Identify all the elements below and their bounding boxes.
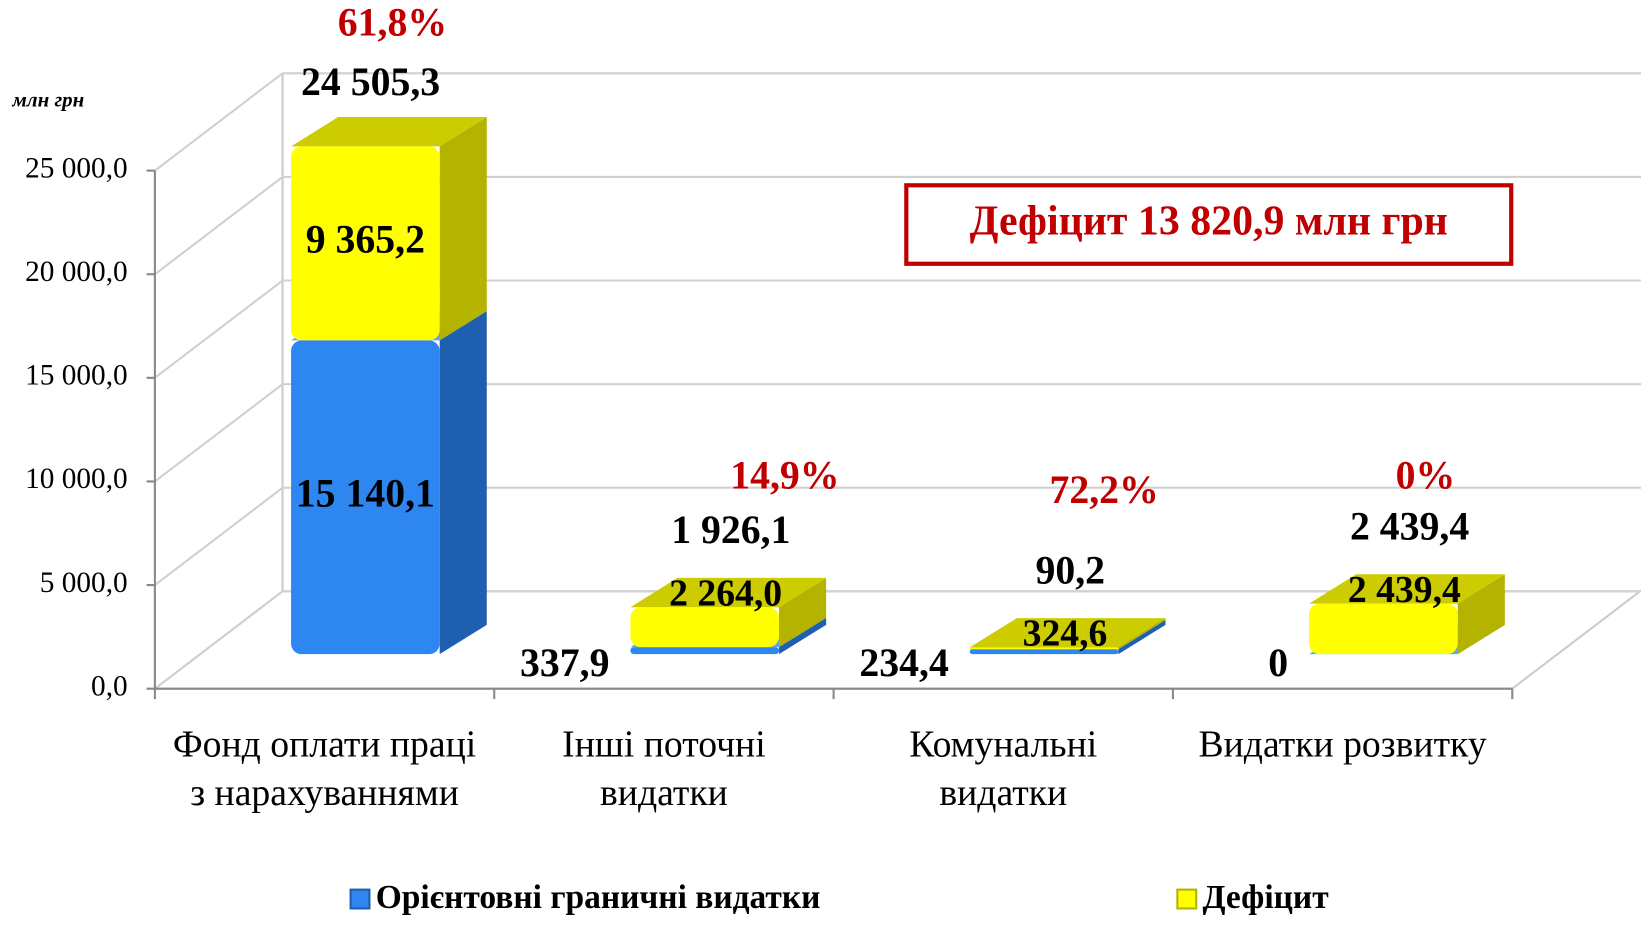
share-label: 61,8% xyxy=(338,0,447,44)
bar-front xyxy=(630,647,779,654)
y-tick-label: 0,0 xyxy=(91,670,128,702)
legend-swatch xyxy=(1177,890,1196,909)
legend-swatch xyxy=(351,890,370,909)
data-label: 234,4 xyxy=(859,641,949,685)
x-tick-label: Інші поточні видатки xyxy=(507,720,821,816)
share-label: 14,9% xyxy=(730,453,839,497)
annotation: Дефіцит 13 820,9 млн грн xyxy=(970,199,1448,245)
legend-label: Дефіцит xyxy=(1202,879,1329,916)
x-tick-label-box: Фонд оплати праці з нарахуваннями xyxy=(168,720,482,877)
y-tick-label: 25 000,0 xyxy=(25,152,128,184)
share-label: 0% xyxy=(1396,453,1456,497)
x-tick-label-box: Інші поточні видатки xyxy=(507,720,821,877)
total-label: 24 505,3 xyxy=(301,60,440,104)
x-tick-label: Видатки розвитку xyxy=(1186,720,1500,768)
x-tick-label: Комунальні видатки xyxy=(846,720,1160,816)
data-label: 337,9 xyxy=(520,641,609,685)
share-label: 72,2% xyxy=(1049,468,1158,512)
x-tick-label: Фонд оплати праці з нарахуваннями xyxy=(168,720,482,816)
total-label: 2 264,0 xyxy=(669,572,782,614)
data-label: 15 140,1 xyxy=(296,471,435,515)
bar-side xyxy=(440,117,487,340)
total-label: 2 439,4 xyxy=(1348,569,1461,611)
bar-side xyxy=(440,311,487,654)
x-tick-label-box: Комунальні видатки xyxy=(846,720,1160,877)
y-tick-label: 5 000,0 xyxy=(40,567,128,599)
y-tick-label: 20 000,0 xyxy=(25,256,128,288)
data-label: 9 365,2 xyxy=(306,217,425,261)
data-label: 90,2 xyxy=(1035,548,1105,592)
legend-label: Орієнтовні граничні видатки xyxy=(376,879,821,916)
total-label: 324,6 xyxy=(1023,613,1108,655)
data-label: 2 439,4 xyxy=(1350,504,1469,548)
y-axis-label: млн грн xyxy=(12,87,85,111)
data-label: 0 xyxy=(1268,641,1288,685)
y-tick-label: 15 000,0 xyxy=(25,360,128,392)
bar-front xyxy=(1309,604,1458,655)
data-label: 1 926,1 xyxy=(671,508,790,552)
x-tick-label-box: Видатки розвитку xyxy=(1186,720,1500,877)
y-tick-label: 10 000,0 xyxy=(25,463,128,495)
